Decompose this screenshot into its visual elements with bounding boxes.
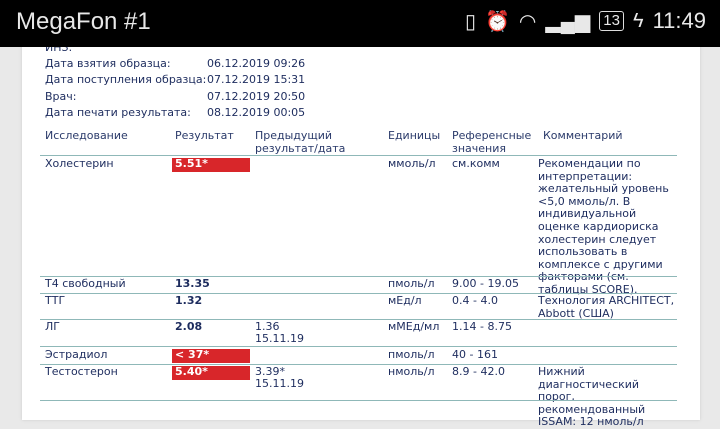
column-header: Предыдущий результат/дата	[255, 129, 346, 155]
previous-result: 3.39*	[255, 365, 285, 378]
reference-range: 0.4 - 4.0	[452, 294, 498, 307]
signal-icon: ▂▄▆	[545, 10, 591, 33]
flagged-result: 5.40*	[172, 365, 250, 380]
units: ммоль/л	[388, 157, 436, 170]
reference-range: 9.00 - 19.05	[452, 277, 519, 290]
units: мЕд/л	[388, 294, 422, 307]
vibrate-icon: ▯	[464, 10, 476, 33]
info-value: 06.12.2019 09:26	[207, 57, 306, 70]
info-label: Дата взятия образца:	[45, 57, 171, 70]
info-value: 07.12.2019 20:50	[207, 90, 306, 103]
reference-range: 8.9 - 42.0	[452, 365, 505, 378]
info-value: 08.12.2019 00:05	[207, 106, 306, 119]
test-name: Т4 свободный	[45, 277, 126, 290]
units: пмоль/л	[388, 277, 435, 290]
header-divider	[40, 155, 677, 156]
test-name: Холестерин	[45, 157, 114, 170]
result-value: 1.32	[175, 294, 203, 307]
info-label: Дата поступления образца:	[45, 73, 207, 86]
alarm-icon: ⏰	[485, 10, 510, 33]
previous-date: 15.11.19	[255, 332, 304, 345]
reference-range: см.комм	[452, 157, 500, 170]
info-value: 07.12.2019 15:31	[207, 73, 306, 86]
wifi-icon: ◠	[518, 10, 537, 33]
result-value: 2.08	[175, 320, 203, 333]
result-value: 13.35	[175, 277, 210, 290]
row-divider	[40, 319, 677, 320]
previous-date: 15.11.19	[255, 377, 304, 390]
row-divider	[40, 293, 677, 294]
flagged-result: 5.51*	[172, 157, 250, 172]
battery-icon: 13	[599, 11, 624, 31]
flagged-result: < 37*	[172, 348, 250, 363]
column-header: Комментарий	[543, 129, 623, 142]
comment: Рекомендации по интерпретации: желательн…	[538, 157, 669, 296]
info-label: Дата печати результата:	[45, 106, 191, 119]
row-divider	[40, 400, 677, 401]
reference-range: 1.14 - 8.75	[452, 320, 512, 333]
column-header: Единицы	[388, 129, 441, 142]
test-name: Тестостерон	[45, 365, 118, 378]
carrier-name: MegaFon #1	[16, 8, 151, 35]
test-name: ТТГ	[45, 294, 66, 307]
column-header: Референсные значения	[452, 129, 532, 155]
charging-icon: ϟ	[632, 9, 644, 32]
status-bar: MegaFon #1 ▯ ⏰ ◠ ▂▄▆ 13 ϟ 11:49	[0, 0, 720, 47]
previous-result: 1.36	[255, 320, 280, 333]
row-divider	[40, 364, 677, 365]
clock: 11:49	[652, 8, 706, 33]
results-card	[22, 30, 700, 420]
test-name: Эстрадиол	[45, 348, 108, 361]
column-header: Исследование	[45, 129, 128, 142]
reference-range: 40 - 161	[452, 348, 498, 361]
units: мМЕд/мл	[388, 320, 440, 333]
column-header: Результат	[175, 129, 234, 142]
comment: Нижний диагностический порог, рекомендов…	[538, 365, 646, 429]
test-name: ЛГ	[45, 320, 60, 333]
comment: Технология ARCHITECT, Abbott (США)	[538, 294, 675, 320]
info-label: Врач:	[45, 90, 77, 103]
units: пмоль/л	[388, 348, 435, 361]
row-divider	[40, 346, 677, 347]
row-divider	[40, 276, 677, 277]
units: нмоль/л	[388, 365, 435, 378]
